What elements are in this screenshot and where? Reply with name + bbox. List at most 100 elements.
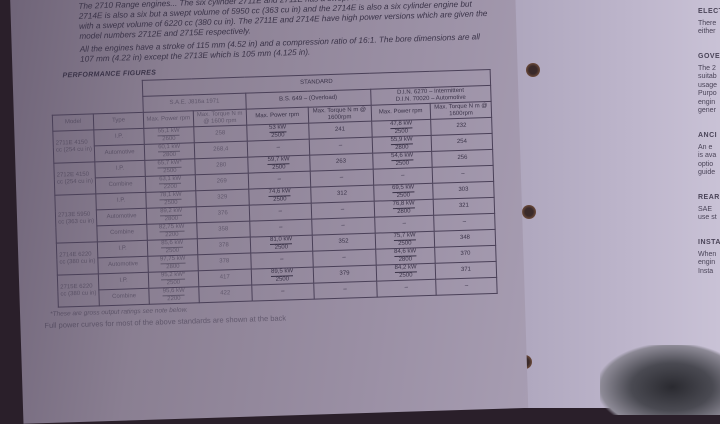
table-cell: 82,75 kW 2200 [146, 222, 197, 241]
cell-value: 269 [216, 178, 227, 185]
table-cell: 417 [197, 269, 252, 287]
cell-value: – [402, 220, 406, 227]
cell-value: I.P. [118, 245, 127, 252]
cell-value: 303 [458, 186, 469, 194]
table-cell: 69,5 kW 2500 [373, 183, 434, 202]
table-cell: Combine [98, 288, 150, 306]
table-cell: 2711E 4150 cc (254 cu in) [52, 129, 95, 164]
cell-value: Automotive [106, 213, 137, 221]
table-cell: Combine [95, 176, 146, 194]
cell-value: – [404, 284, 408, 291]
cell-value: 280 [216, 162, 227, 169]
cell-value: 378 [218, 242, 229, 249]
table-cell: 85,6 kW 2500 [147, 238, 198, 257]
rpm-value: 2200 [165, 231, 179, 239]
cell-value: 232 [456, 122, 467, 130]
cell-value: – [280, 288, 285, 295]
cell-value: 268,4 [213, 146, 229, 153]
table-cell: Automotive [97, 256, 149, 274]
table-cell: 63,1 kW 2200 [145, 174, 196, 193]
table-cell: Automotive [96, 208, 147, 226]
table-cell: 84,2 kW 2500 [375, 263, 436, 282]
cell-value: 241 [334, 126, 346, 133]
cell-value: 2714E 6220 cc (380 cu in) [59, 251, 96, 266]
cell-value: I.P. [116, 197, 126, 204]
table-cell: – [313, 281, 377, 300]
column-header: Model [52, 113, 94, 132]
text-line: SAE [698, 205, 713, 213]
table-cell: – [249, 219, 312, 238]
section-heading: INSTA [698, 239, 720, 246]
table-cell: 378 [197, 253, 252, 271]
cell-value: 352 [338, 238, 349, 245]
table-cell: 371 [435, 261, 497, 280]
table-cell: – [250, 251, 313, 270]
intro-text: The 2710 Range engines... The six cylind… [78, 0, 490, 68]
table-cell: 78,1 kW 2500 [145, 190, 196, 209]
engine-photo [600, 345, 720, 415]
cell-value: 321 [458, 202, 470, 210]
table-cell: – [433, 213, 496, 232]
table-cell: – [308, 137, 373, 156]
section-heading: ANCI [698, 132, 718, 139]
cell-value: I.P. [119, 277, 128, 284]
table-cell: – [251, 283, 314, 302]
table-cell: – [372, 167, 433, 186]
binder-hole [526, 63, 540, 77]
rpm-value: 2500 [394, 128, 409, 135]
table-cell: 358 [196, 221, 251, 239]
text-line: guide [698, 169, 716, 176]
cell-value: – [278, 224, 283, 231]
table-cell: – [248, 171, 311, 190]
rpm-value: 2500 [273, 196, 287, 203]
table-cell: 2715E 6220 cc (380 cu in) [57, 273, 100, 308]
table-cell: I.P. [97, 240, 148, 258]
rpm-value: 2500 [274, 244, 289, 251]
text-line: suitab [698, 73, 717, 80]
rpm-value: 2500 [395, 160, 410, 167]
table-cell: 95,6 kW 2200 [148, 286, 199, 305]
rpm-value: 2800 [398, 256, 413, 263]
cell-value: 254 [456, 138, 468, 146]
text-line: When [698, 250, 717, 258]
table-cell: – [435, 277, 498, 296]
table-cell: 280 [194, 157, 249, 175]
cell-value: I.P. [115, 165, 125, 172]
cell-value: 2715E 6220 cc (380 cu in) [60, 283, 97, 298]
cell-value: 2713E 5950 cc (363 cu in) [57, 211, 95, 226]
text-line: is ava [698, 152, 717, 159]
table-cell: 370 [434, 245, 497, 264]
cell-value: 371 [460, 266, 472, 273]
table-cell: 232 [430, 117, 493, 136]
section-heading: GOVE [698, 53, 720, 60]
table-cell: 55,9 kW 2800 [371, 135, 432, 154]
cell-value: – [339, 174, 344, 181]
table-cell: 303 [432, 181, 495, 200]
table-cell: 256 [431, 149, 494, 168]
rpm-value: 2800 [162, 151, 177, 159]
cell-value: 376 [217, 210, 228, 217]
column-header: Max. Power rpm [370, 103, 431, 122]
cell-value: 358 [218, 226, 229, 233]
table-cell: 59,7 kW 2500 [247, 155, 310, 174]
table-cell: I.P. [93, 128, 145, 146]
table-cell: – [432, 165, 494, 184]
right-column-section: INSTA When engin Insta [698, 239, 720, 276]
table-cell: Automotive [94, 144, 145, 162]
table-cell: 75,7 kW 2500 [374, 231, 435, 250]
cell-value: – [276, 144, 281, 151]
cell-value: – [343, 286, 347, 293]
cell-value: 2711E 4150 cc (254 cu in) [55, 139, 93, 154]
left-page: The 2710 Range engines... The six cylind… [10, 0, 529, 424]
cell-value: 263 [335, 158, 347, 165]
rpm-value: 2500 [164, 199, 178, 207]
cell-value: 256 [457, 154, 468, 162]
table-cell: 89,5 kW 2500 [251, 267, 314, 286]
table-cell: 269 [194, 173, 249, 191]
cell-value: – [341, 222, 345, 229]
binder-hole [522, 205, 536, 219]
table-cell: 254 [431, 133, 493, 152]
cell-value: – [338, 142, 343, 149]
right-column-section: ANCI An e is ava optio guide [698, 132, 717, 178]
table-cell: 2712E 4150 cc (254 cu in) [53, 161, 96, 196]
